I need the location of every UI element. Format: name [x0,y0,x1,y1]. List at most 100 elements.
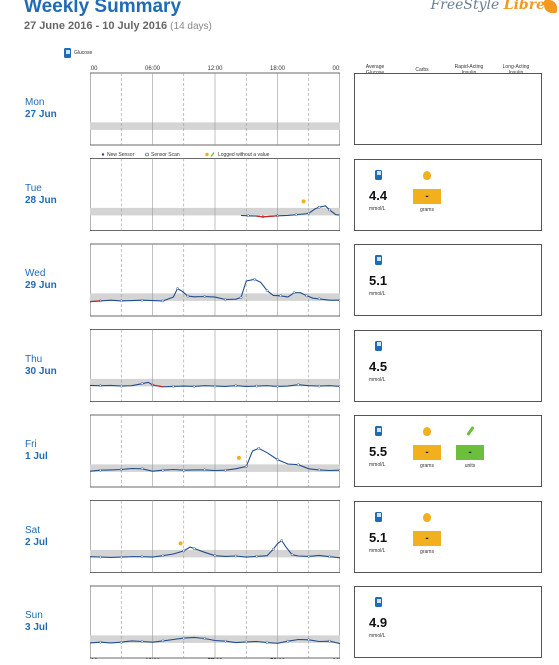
sensor-scan-point [213,384,217,388]
day-label: Fri 1 Jul [25,439,48,463]
time-label-top: 12:00 [207,66,223,72]
average-glucose: 4.4 [369,187,388,203]
carbs-icon [423,170,431,180]
weekday: Mon [25,97,45,108]
low-glucose-segment [152,384,164,388]
carbs-header: Carbs [415,67,429,73]
sensor-scan-point [99,640,102,644]
sensor-scan-point [234,554,238,558]
weekday: Fri [25,439,37,450]
sensor-scan-point [294,213,298,217]
date: 3 Jul [25,622,48,633]
carbs-icon [423,427,431,436]
sensor-scan-point [338,298,340,302]
sensor-scan-point [239,296,243,299]
date: 2 Jul [25,536,48,548]
logged-carb-dot [205,152,209,157]
sensor-scan-point [255,555,259,558]
units-unit: units [464,463,476,469]
butterfly-icon [544,0,557,13]
sensor-scan-point [338,213,340,217]
sensor-scan-point [213,554,217,558]
average-glucose: 4.5 [369,358,388,374]
sensor-scan-point [286,639,290,643]
time-label-top: 06:00 [145,66,161,72]
sensor-scan-point [182,636,186,640]
sensor-scan-point [140,640,144,643]
sensor-scan-point [290,553,294,557]
date: 1 Jul [25,451,48,462]
sensor-scan-point [255,384,259,388]
time-label-top: 18:00 [270,66,286,72]
sensor-scan-point [279,294,282,298]
legend-new-sensor: New Sensor [107,152,135,158]
sensor-scan-point [192,547,196,550]
sensor-scan-point [182,549,186,553]
sensor-scan-point [119,299,123,303]
sensor-scan-point [171,385,175,388]
day-label: Tue 28 Jun [25,183,57,207]
logged-carb-marker [178,541,183,546]
glucose-charts-svg: 00:0000:0006:0006:0012:0012:0018:0018:00… [90,66,340,661]
sensor-scan-point [307,638,311,642]
avg-unit: mmol/L [369,633,386,639]
reader-icon [375,511,382,522]
sensor-scan-point [119,384,123,388]
sensor-scan-dot [145,152,149,157]
daily-glucose-charts: 00:0000:0006:0006:0012:0012:0018:0018:00… [90,63,340,663]
brand-logo: FreeStyle Libre [430,0,545,13]
sensor-scan-point [244,465,248,468]
weekday: Thu [25,353,43,365]
day-summary: 5.1 mmol/L - grams [354,500,542,573]
sensor-scan-point [328,555,331,559]
day-summary: 4.9 mmol/L [354,586,542,658]
sensor-scan-point [186,294,190,298]
sensor-scan-point [265,641,269,644]
long-header-line1: Long-Acting [502,64,530,70]
average-glucose: 4.9 [369,615,388,630]
avg-unit: mmol/L [369,547,386,554]
sensor-scan-point [161,639,165,643]
date: 27 Jun [25,109,57,120]
reader-icon [375,597,382,607]
glucose-legend: Glucose [64,48,92,58]
average-glucose: 5.1 [369,529,388,545]
date-range-text: 27 June 2016 - 10 July 2016 [24,20,168,32]
sensor-scan-point [296,463,300,467]
avg-unit: mmol/L [369,205,386,212]
avg-unit: mmol/L [369,462,386,468]
date: 29 Jun [25,280,57,291]
legend-sensor-scan: Sensor Scan [151,152,180,158]
sensor-scan-point [244,640,248,644]
carbs-tile: - [413,188,441,204]
day-label: Wed 29 Jun [25,268,57,292]
sensor-scan-point [176,287,179,290]
sensor-scan-point [119,468,123,471]
reader-icon [375,426,382,436]
avg-header-line1: Average [365,64,385,70]
sensor-scan-point [317,384,321,388]
glucose-trace [90,278,340,303]
sensor-scan-point [99,384,102,388]
day-label: Sat 2 Jul [25,525,48,549]
grams-unit: grams [420,206,434,213]
weekday: Sat [25,524,41,536]
sensor-scan-point [203,468,206,472]
days-count: (14 days) [170,21,212,32]
glucose-trace [90,539,340,559]
sensor-scan-point [161,299,165,303]
sensor-scan-point [99,468,102,472]
average-glucose: 5.5 [369,444,388,459]
logged-carb-marker [236,455,241,460]
brand-freestyle: FreeStyle [430,0,500,13]
day-summary [354,73,542,145]
sensor-scan-point [234,384,238,388]
sensor-scan-point [317,468,321,472]
date: 28 Jun [25,194,57,206]
sensor-scan-point [224,639,227,643]
sensor-scan-point [203,637,206,640]
reader-icon [375,255,382,265]
weekday: Sun [25,610,43,621]
day-summary: 4.4 mmol/L - grams [354,158,542,231]
insulin-pen-icon [466,426,475,436]
